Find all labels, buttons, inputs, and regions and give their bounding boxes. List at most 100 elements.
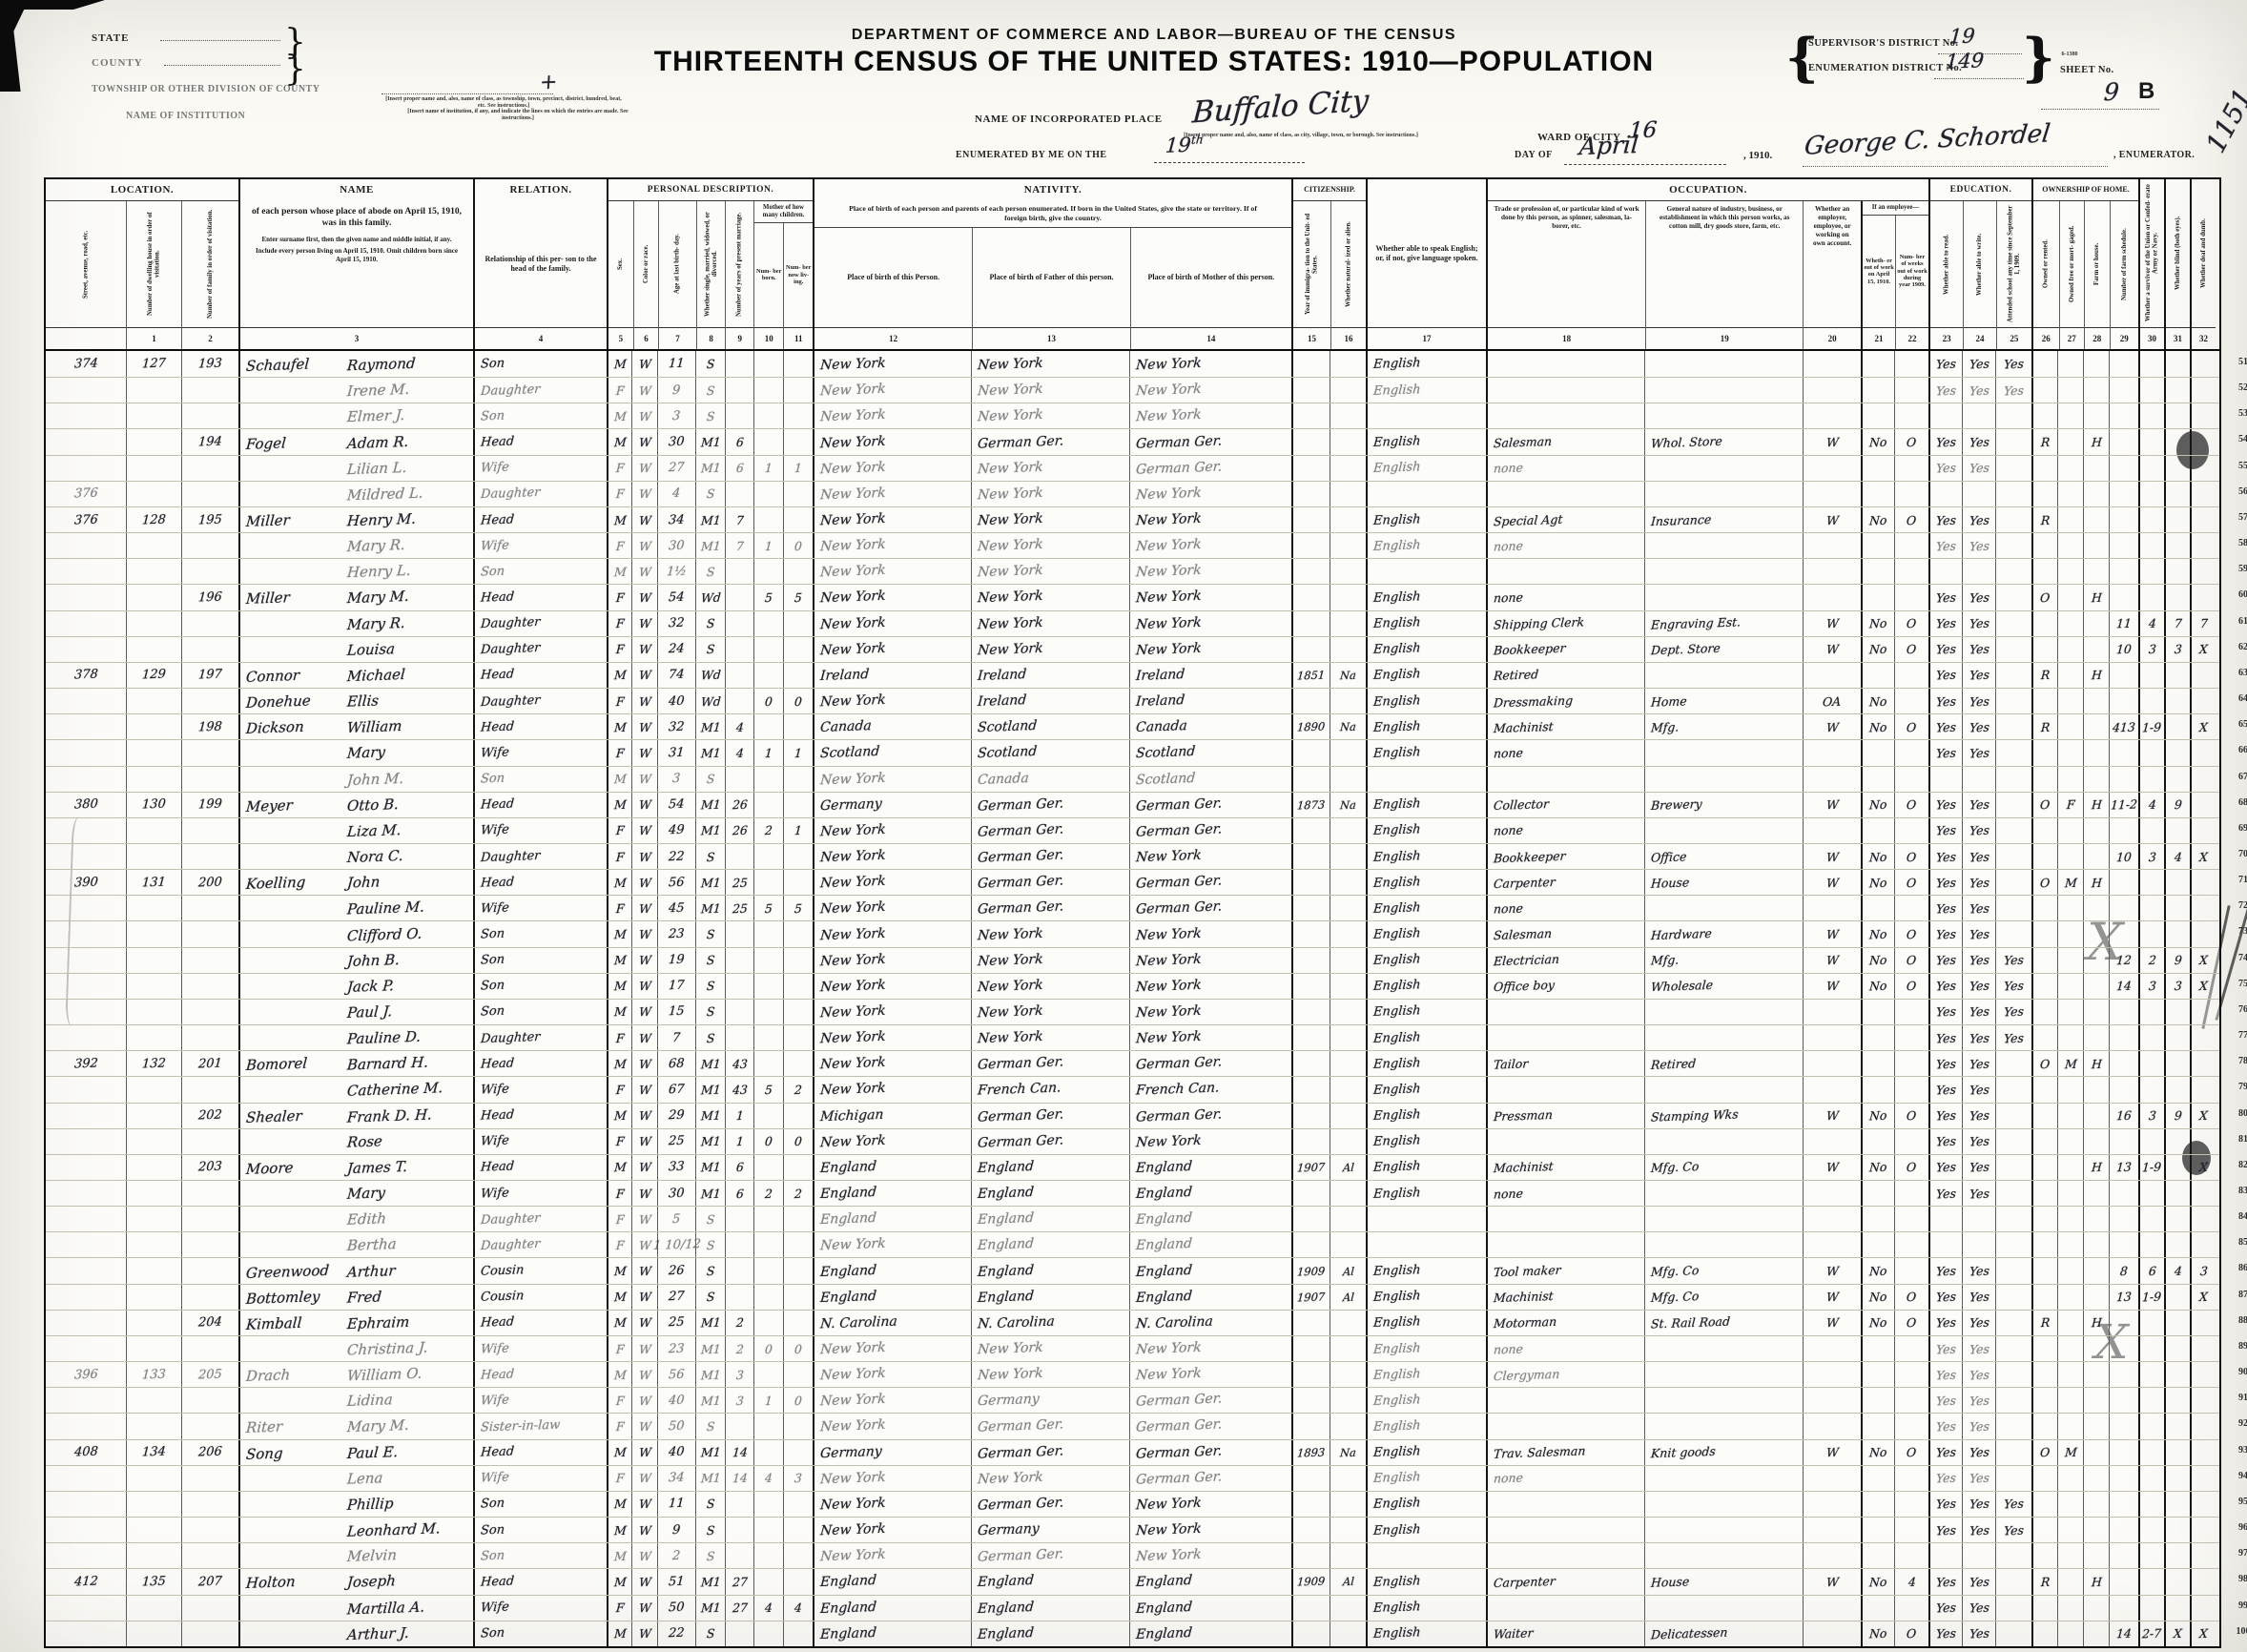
cell-yrs: 25 bbox=[725, 870, 753, 896]
cell-mar: M1 bbox=[695, 1439, 725, 1465]
entry-bl: 4 bbox=[2173, 849, 2182, 864]
cell-bl bbox=[2164, 1491, 2190, 1518]
entry-rd: Yes bbox=[1935, 1418, 1957, 1435]
cell-cb bbox=[753, 921, 783, 947]
cell-eng: English bbox=[1366, 1128, 1486, 1154]
cell-own: R bbox=[2031, 714, 2057, 740]
entry-ind: Home bbox=[1650, 692, 1688, 710]
given-name: Clifford O. bbox=[346, 924, 423, 944]
cell-fam bbox=[181, 1128, 238, 1154]
entry-emp: W bbox=[1825, 1315, 1839, 1331]
cell-sur bbox=[2138, 1518, 2164, 1543]
cell-fh: H bbox=[2083, 870, 2109, 896]
cell-rel: Wife bbox=[473, 817, 607, 843]
entry-wr: Yes bbox=[1968, 1367, 1990, 1383]
cell-emp: W bbox=[1803, 921, 1861, 947]
cell-trade: none bbox=[1486, 455, 1644, 481]
line-number: 85 bbox=[2238, 1237, 2247, 1249]
surname: Fogel bbox=[245, 433, 287, 453]
entry-pob: New York bbox=[819, 459, 887, 477]
cell-sch: Yes bbox=[1995, 1518, 2031, 1543]
entry-cb: 4 bbox=[764, 1471, 773, 1486]
cell-age: 11 bbox=[657, 351, 695, 378]
entry-own: R bbox=[2040, 512, 2051, 527]
cell-wr: Yes bbox=[1962, 533, 1995, 559]
cell-fh: H bbox=[2083, 1310, 2109, 1335]
cell-rd: Yes bbox=[1928, 1025, 1962, 1051]
entry-yrs: 25 bbox=[732, 875, 748, 891]
page-number: 1151 bbox=[2199, 83, 2247, 158]
cell-pf: New York bbox=[971, 636, 1129, 662]
place-note: [Insert proper name and, also, name of c… bbox=[1184, 133, 1418, 138]
entry-pf: New York bbox=[977, 977, 1044, 996]
entry-ow: No bbox=[1868, 796, 1888, 813]
entry-wk: O bbox=[1906, 952, 1918, 968]
entry-rel: Son bbox=[480, 408, 505, 424]
cell-mar: M1 bbox=[695, 533, 725, 559]
entry-age: 34 bbox=[668, 512, 686, 527]
entry-mar: S bbox=[706, 356, 715, 372]
line-number: 67 bbox=[2238, 771, 2247, 782]
cell-imm bbox=[1291, 533, 1330, 559]
entry-rel: Head bbox=[480, 1574, 515, 1590]
hole-punch bbox=[2182, 1141, 2211, 1175]
cell-fm bbox=[2057, 843, 2083, 870]
cell-cl: 0 bbox=[783, 1388, 813, 1414]
entry-pob: New York bbox=[819, 1392, 887, 1410]
subgroup-label-if_employee: If an employee— bbox=[1863, 201, 1928, 216]
entry-eng: English bbox=[1372, 796, 1422, 814]
entry-street: 412 bbox=[73, 1574, 98, 1590]
entry-mar: M1 bbox=[700, 1314, 721, 1331]
cell-pm: England bbox=[1129, 1181, 1291, 1207]
cell-fs: 14 bbox=[2109, 973, 2138, 999]
entry-rel: Son bbox=[480, 1004, 505, 1020]
entry-ow: No bbox=[1868, 1160, 1888, 1175]
cell-own bbox=[2031, 1128, 2057, 1154]
cell-sur bbox=[2138, 351, 2164, 378]
group-title-ownership: OWNERSHIP OF HOME. bbox=[2033, 179, 2138, 201]
entry-rel: Son bbox=[480, 1548, 505, 1564]
cell-df bbox=[2190, 792, 2216, 817]
cell-rd: Yes bbox=[1928, 610, 1962, 636]
cell-own bbox=[2031, 1518, 2057, 1543]
given-name: Joseph bbox=[346, 1572, 397, 1592]
entry-wr: Yes bbox=[1968, 745, 1990, 761]
entry-rd: Yes bbox=[1935, 1393, 1957, 1409]
entry-sex: F bbox=[615, 745, 625, 761]
cell-trade bbox=[1486, 1128, 1644, 1154]
line-number: 100 bbox=[2236, 1625, 2247, 1637]
table-row: 376 128 195 Miller Henry M. Head M W 34 M1 7 New Yo… bbox=[46, 506, 2219, 533]
cell-street: 408 bbox=[46, 1440, 126, 1465]
cell-cb bbox=[753, 1154, 783, 1180]
cell-nat bbox=[1330, 1051, 1366, 1077]
cell-rel: Daughter bbox=[473, 1207, 607, 1232]
cell-street bbox=[46, 533, 126, 558]
given-name: Arthur J. bbox=[346, 1623, 410, 1643]
entry-age: 68 bbox=[668, 1056, 686, 1072]
cell-rd: Yes bbox=[1928, 1310, 1962, 1335]
cell-pob: Scotland bbox=[813, 740, 971, 766]
surname: Moore bbox=[245, 1159, 295, 1178]
cell-sur bbox=[2138, 1414, 2164, 1439]
entry-imm: 1873 bbox=[1296, 797, 1327, 813]
entry-ind: Retired bbox=[1650, 1055, 1697, 1072]
entry-wr: Yes bbox=[1968, 1056, 1990, 1072]
cell-nat bbox=[1330, 740, 1366, 766]
entry-rd: Yes bbox=[1935, 589, 1957, 606]
cell-own bbox=[2031, 740, 2057, 766]
cell-bl bbox=[2164, 1465, 2190, 1491]
entry-pf: German Ger. bbox=[977, 432, 1064, 452]
cell-nat: Al bbox=[1330, 1284, 1366, 1310]
cell-pf: German Ger. bbox=[971, 843, 1129, 870]
column-header-own: Owned or rented. 26 bbox=[2033, 201, 2059, 349]
cell-pm: New York bbox=[1129, 921, 1291, 947]
cell-dw bbox=[126, 1077, 181, 1103]
cell-pob: New York bbox=[813, 896, 971, 921]
cell-emp: W bbox=[1803, 947, 1861, 973]
cell-dw: 127 bbox=[126, 351, 181, 378]
entry-mar: M1 bbox=[700, 1393, 721, 1409]
cell-wr: Yes bbox=[1962, 689, 1995, 714]
entry-dw: 135 bbox=[141, 1574, 167, 1590]
entry-yrs: 27 bbox=[732, 1574, 748, 1590]
table-row: Louisa Daughter F W 24 S New York New York New Y… bbox=[46, 635, 2219, 662]
